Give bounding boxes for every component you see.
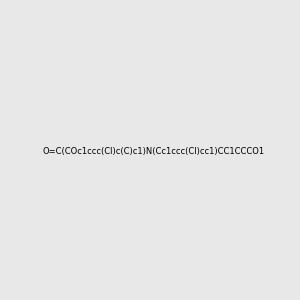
Text: O=C(COc1ccc(Cl)c(C)c1)N(Cc1ccc(Cl)cc1)CC1CCCO1: O=C(COc1ccc(Cl)c(C)c1)N(Cc1ccc(Cl)cc1)CC… <box>43 147 265 156</box>
